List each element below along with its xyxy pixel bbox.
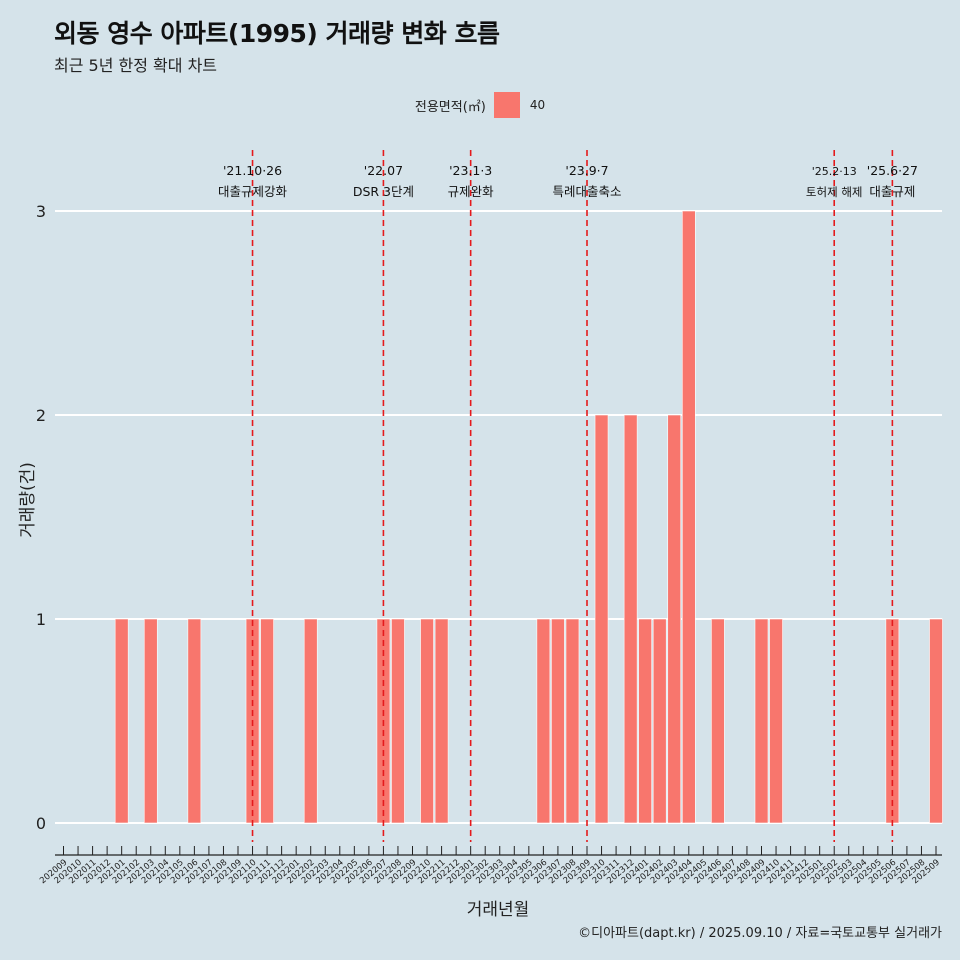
y-tick-label: 2 [36,406,46,425]
event-label: 대출규제강화 [218,184,288,199]
bar [536,618,551,824]
event-date: '23.9·7 [565,163,608,178]
bar [434,618,449,824]
bar [769,618,783,824]
bar [638,618,652,824]
legend-label: 40 [529,98,546,112]
bar [187,618,202,824]
event-label: DSR 3단계 [353,184,414,199]
event-date: '22.07 [364,163,403,178]
event-label: 대출규제 [869,184,915,199]
chart-title: 외동 영수 아파트(1995) 거래량 변화 흐름 [54,19,500,48]
source-caption: ©디아파트(dapt.kr) / 2025.09.10 / 자료=국토교통부 실… [578,926,942,941]
bar [420,618,434,824]
legend-color-key [493,92,520,118]
y-tick-label: 0 [36,814,46,833]
bar [652,618,667,824]
bar [711,618,725,824]
bar [929,618,943,824]
bar [594,414,609,824]
bar [114,618,129,824]
event-date: '25.2·13 [812,165,857,178]
y-tick-label: 3 [36,202,46,221]
bar [303,618,318,824]
bar [551,618,565,824]
event-date: '23.1·3 [449,163,492,178]
event-label: 규제완화 [448,184,495,199]
bar [565,618,580,824]
bar [260,618,274,824]
event-date: '25.6·27 [867,163,918,178]
chart-subtitle: 최근 5년 한정 확대 차트 [54,56,218,75]
y-axis-title: 거래량(건) [18,462,38,538]
bar [681,210,696,824]
bar [667,414,682,824]
legend-title: 전용면적(㎡) [414,99,486,115]
event-label: 특례대출축소 [552,184,621,199]
bar [754,618,769,824]
x-axis-title: 거래년월 [467,900,530,920]
bar [143,618,158,824]
event-label: 토허제 해제 [806,185,863,199]
bar [391,618,405,824]
y-tick-label: 1 [36,610,46,629]
legend: 전용면적(㎡) 40 [0,92,960,118]
bar [623,414,638,824]
event-date: '21.10·26 [223,163,282,178]
